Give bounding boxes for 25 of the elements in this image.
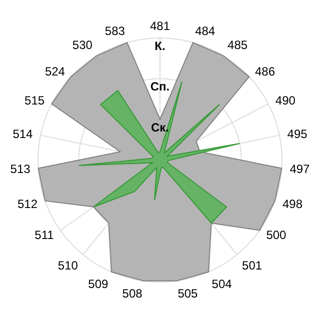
spoke-label: 583 bbox=[104, 24, 126, 38]
y-tick-label: Сп. bbox=[150, 80, 170, 94]
spoke-label: 484 bbox=[195, 24, 216, 38]
spoke-label: 497 bbox=[290, 162, 310, 176]
spoke-label: 490 bbox=[275, 93, 296, 108]
spoke-label: 530 bbox=[72, 38, 93, 52]
spoke-label: 498 bbox=[282, 196, 303, 211]
spoke-label: 485 bbox=[228, 38, 248, 52]
spoke-label: 508 bbox=[122, 286, 143, 300]
spoke-label: 504 bbox=[212, 276, 232, 291]
spoke-label: 515 bbox=[24, 93, 45, 108]
spoke-label: 501 bbox=[242, 258, 262, 272]
spoke-label: 481 bbox=[150, 19, 170, 33]
spoke-label: 524 bbox=[44, 64, 66, 79]
spoke-label: 495 bbox=[287, 126, 308, 141]
spoke-label: 510 bbox=[58, 258, 78, 272]
spoke-label: 514 bbox=[12, 126, 34, 141]
spoke-label: 512 bbox=[17, 196, 38, 211]
spoke-label: 513 bbox=[10, 162, 31, 176]
spoke-label: 511 bbox=[34, 228, 54, 242]
spoke-label: 500 bbox=[266, 228, 287, 242]
y-tick-label: К. bbox=[154, 39, 166, 53]
spoke-label: 486 bbox=[255, 64, 276, 79]
spoke-label: 509 bbox=[88, 276, 109, 291]
spoke-label: 505 bbox=[178, 286, 198, 300]
